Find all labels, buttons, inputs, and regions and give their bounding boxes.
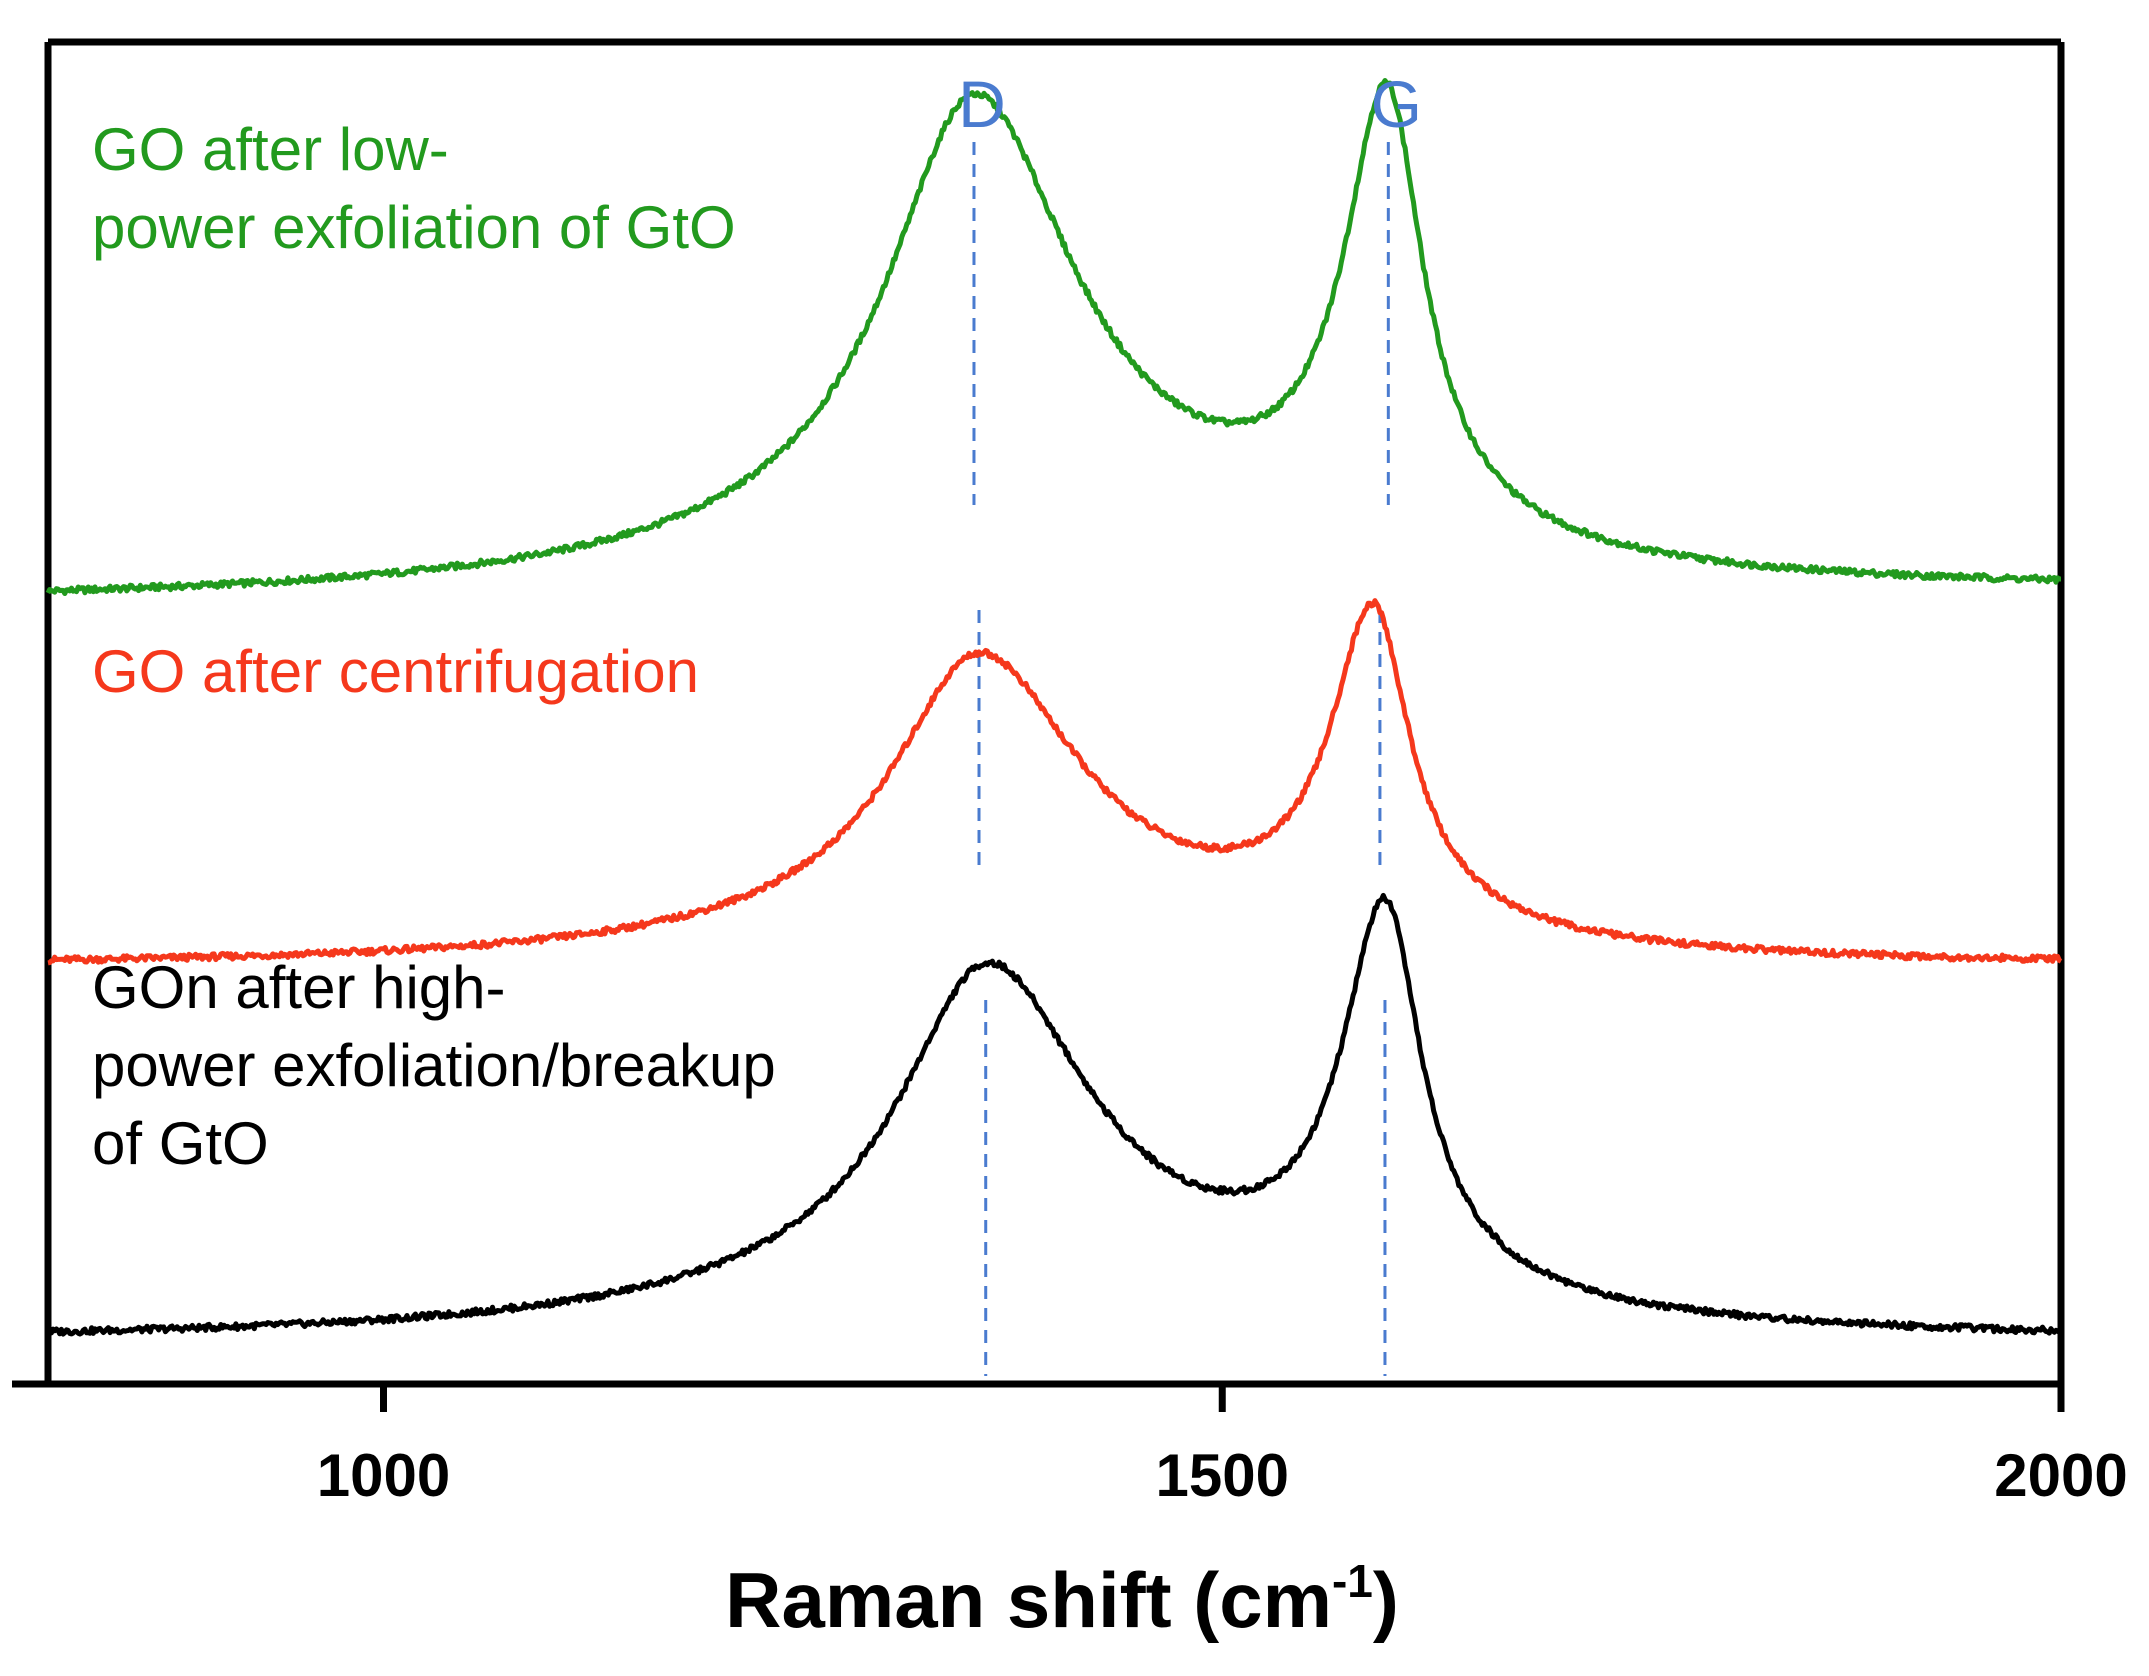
peak-marker-lines <box>972 142 1390 1376</box>
peak-label-G: G <box>1371 67 1422 141</box>
x-axis-title: Raman shift (cm-1) <box>725 1555 1399 1644</box>
series-label-line: GOn after high- <box>92 954 506 1021</box>
x-axis-title-close: ) <box>1373 1556 1399 1644</box>
x-axis-title-superscript: -1 <box>1332 1555 1373 1607</box>
series-label-line: power exfoliation/breakup <box>92 1032 776 1099</box>
series-label-line: GO after centrifugation <box>92 638 699 705</box>
x-axis-title-text: Raman shift (cm <box>725 1556 1332 1644</box>
x-tick-label-2000: 2000 <box>1994 1442 2127 1509</box>
peak-label-D: D <box>958 67 1006 141</box>
series-label-line: power exfoliation of GtO <box>92 194 736 261</box>
series-label-line: GO after low- <box>92 116 449 183</box>
series-label-line: of GtO <box>92 1110 269 1177</box>
plot-frame <box>12 38 2065 1388</box>
series-label-green: GO after low-power exfoliation of GtO <box>92 116 736 261</box>
series-line-black <box>46 892 2064 1337</box>
x-tick-label-1000: 1000 <box>317 1442 450 1509</box>
series-line-red <box>47 598 2063 966</box>
series-label-red: GO after centrifugation <box>92 638 699 705</box>
x-tick-label-1500: 1500 <box>1156 1442 1289 1509</box>
series-labels: GO after low-power exfoliation of GtOGO … <box>92 116 776 1177</box>
series-label-black: GOn after high-power exfoliation/breakup… <box>92 954 776 1177</box>
spectra <box>45 78 2064 1337</box>
series-line-green <box>45 78 2062 596</box>
x-axis-ticks: 1000 1500 2000 <box>317 1384 2128 1509</box>
